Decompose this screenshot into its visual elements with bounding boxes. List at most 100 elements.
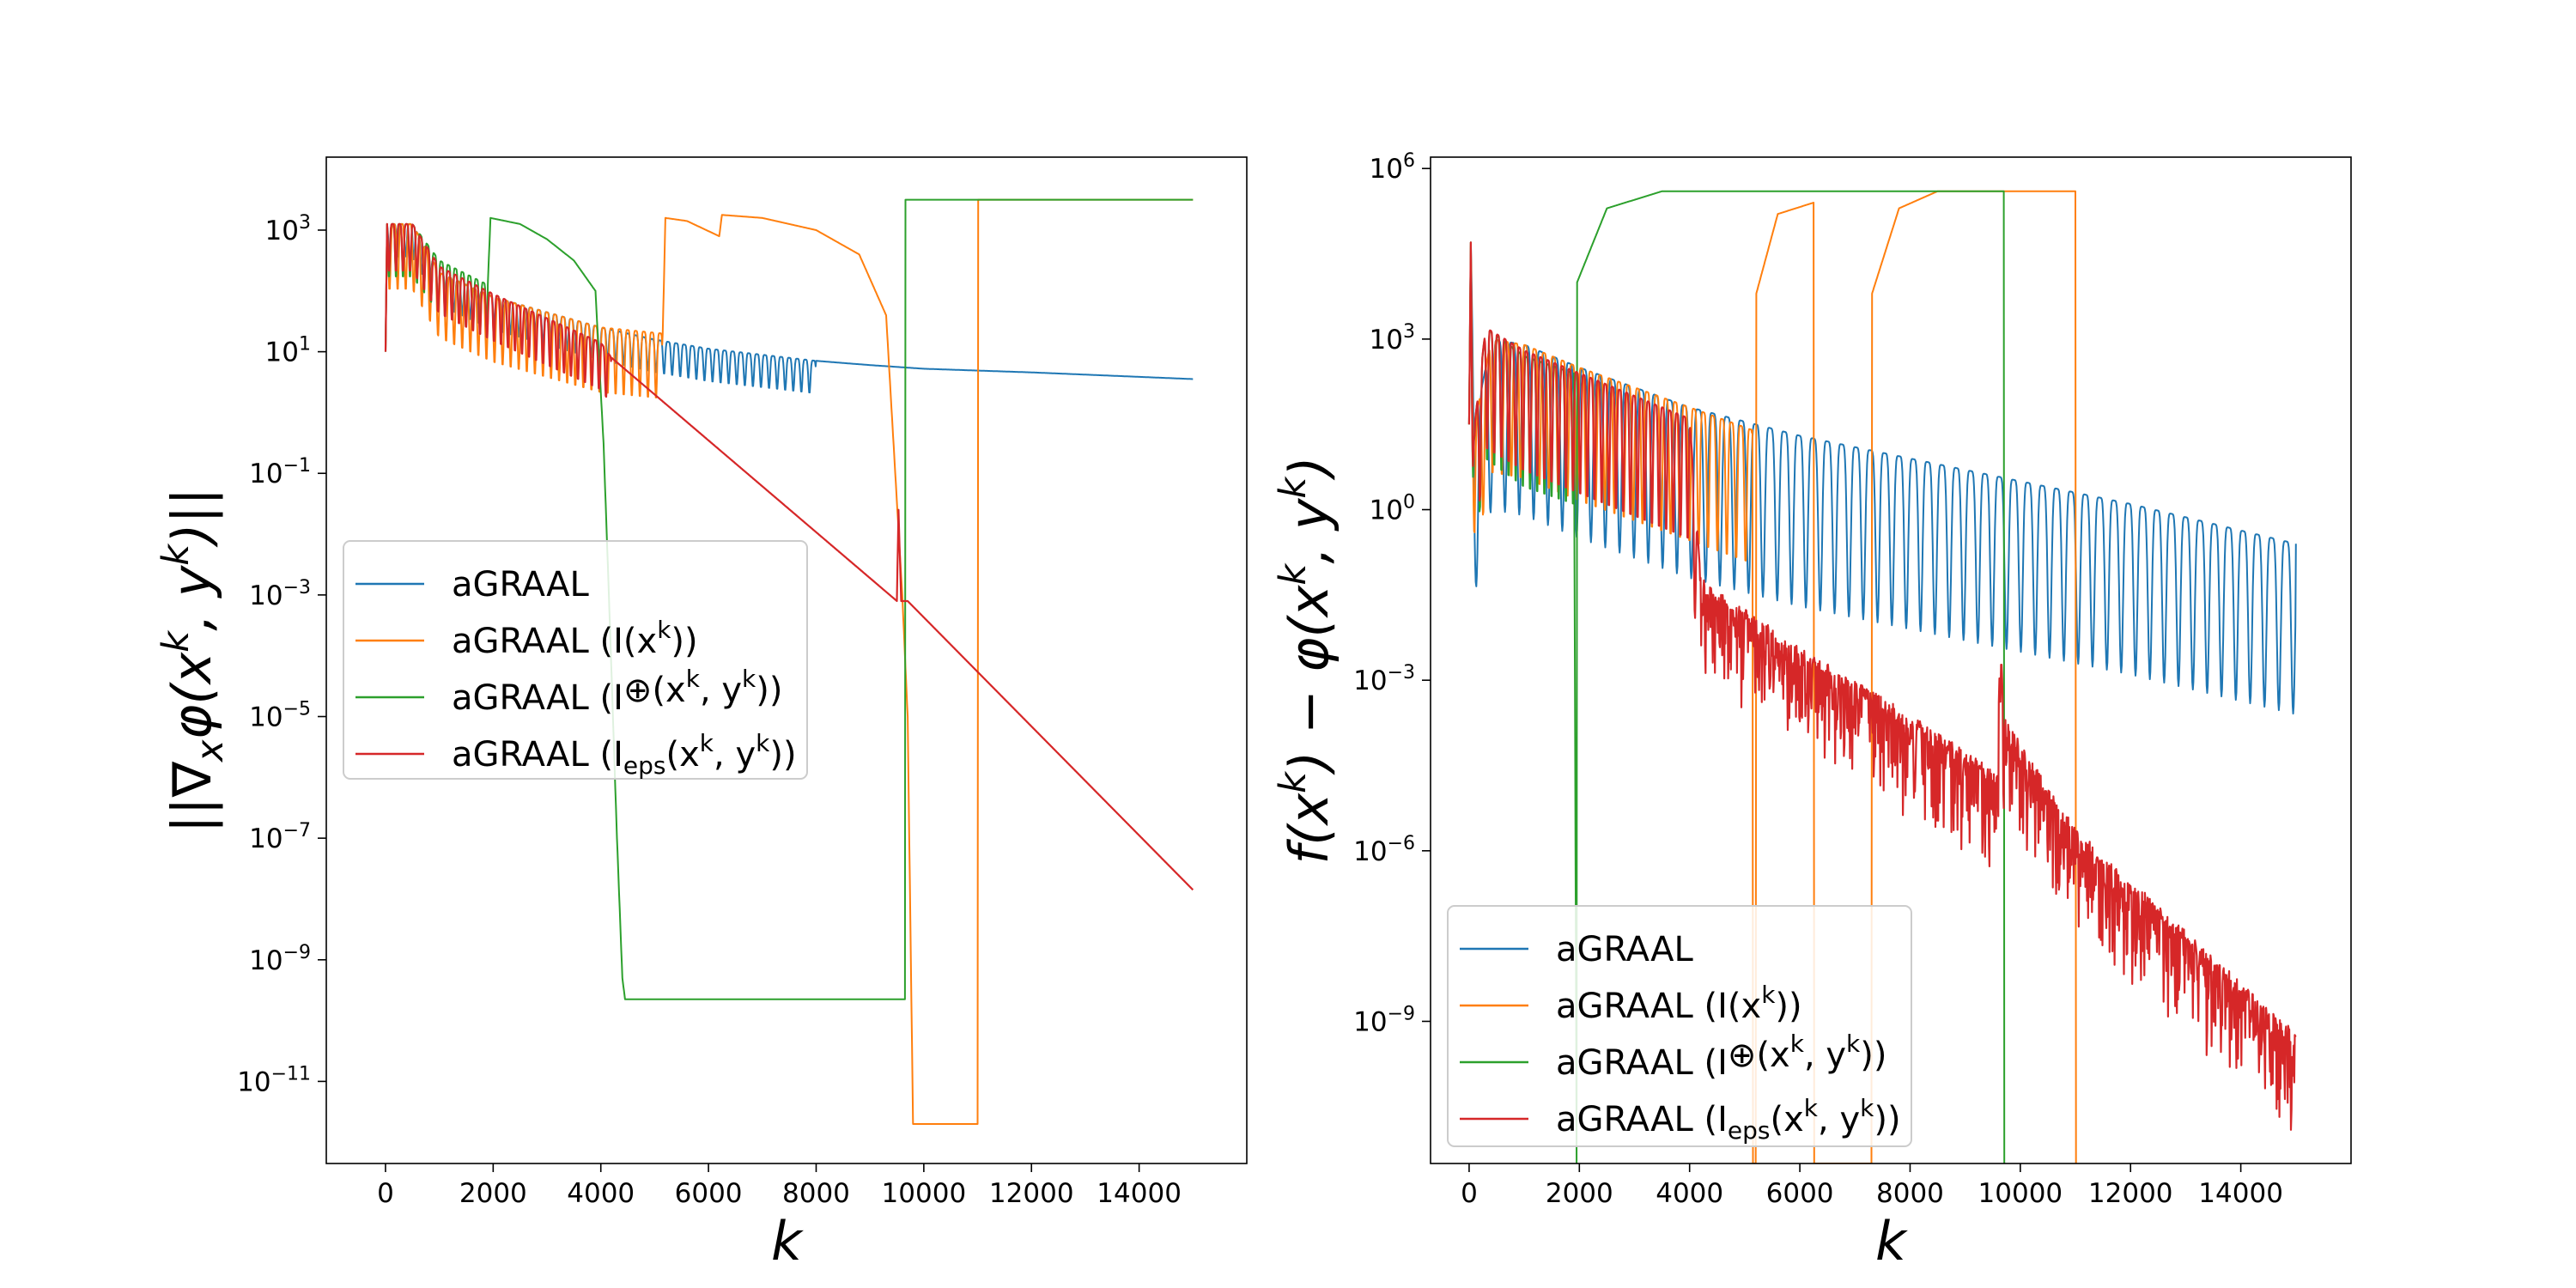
- legend-label-part-3: k: [1790, 1030, 1805, 1058]
- y-tick-label: 10−11: [237, 1063, 311, 1097]
- x-axis-label: k: [771, 1210, 804, 1273]
- legend-label-part-4: , y: [1804, 1036, 1846, 1075]
- y-tick-label-part-1: −9: [1388, 1003, 1415, 1024]
- y-tick-label: 10−9: [249, 942, 311, 976]
- y-axis-label-part-0: ||∇: [161, 761, 224, 833]
- y-tick-label-part-0: 10: [1370, 495, 1403, 526]
- y-axis-label-part-6: )||: [161, 488, 224, 548]
- x-tick-label: 12000: [989, 1178, 1074, 1209]
- legend-label: aGRAAL (I(xk)): [452, 616, 698, 661]
- y-axis-label-part-0: f(x: [1278, 793, 1340, 865]
- y-tick-label-part-1: 3: [1403, 321, 1415, 343]
- y-axis-label-part-6: ): [1278, 456, 1340, 480]
- legend-label-part-5: k: [756, 729, 770, 757]
- legend-label-part-0: aGRAAL: [1556, 930, 1694, 969]
- legend-label-part-1: eps: [623, 751, 666, 780]
- x-tick-label: 2000: [1546, 1178, 1613, 1209]
- plot-frame: [325, 156, 1248, 1164]
- y-tick-label-part-0: 10: [265, 216, 299, 246]
- x-tick-label: 10000: [1978, 1178, 2063, 1209]
- y-tick-label-part-0: 10: [249, 702, 283, 733]
- x-axis-label: k: [1875, 1210, 1908, 1273]
- legend-label-part-6: )): [769, 735, 796, 775]
- x-tick-label: 6000: [1766, 1178, 1834, 1209]
- x-tick-label: 14000: [2198, 1178, 2283, 1209]
- legend-label-part-5: k: [1846, 1030, 1861, 1058]
- legend-label-part-2: (x: [1771, 1100, 1804, 1139]
- y-tick-label-part-1: 0: [1403, 492, 1415, 513]
- y-tick-label: 10−3: [1353, 662, 1415, 696]
- legend-label-part-2: ⊕(x: [623, 671, 686, 710]
- legend-label-part-0: aGRAAL (I: [1556, 1100, 1728, 1139]
- legend-label-part-0: aGRAAL (I(x: [1556, 987, 1761, 1026]
- x-tick-label: 0: [377, 1178, 394, 1209]
- legend-label: aGRAAL (I⊕(xk, yk)): [452, 665, 782, 718]
- y-tick-label: 10−7: [249, 820, 311, 854]
- y-tick-label-part-0: 10: [265, 337, 299, 368]
- x-tick-label: 6000: [675, 1178, 743, 1209]
- y-axis-label-part-5: k: [1272, 476, 1315, 499]
- y-tick-label-part-0: 10: [249, 580, 283, 611]
- right-chart: 0 2000 4000 6000 8000 10000 12000 1400010610310…: [1272, 150, 2352, 1273]
- y-tick-label-part-0: 10: [237, 1066, 270, 1097]
- legend-box: [343, 540, 808, 780]
- y-tick-label-part-0: 10: [1353, 836, 1387, 867]
- x-tick-label: 8000: [782, 1178, 850, 1209]
- series-line-green: [385, 198, 1194, 1000]
- y-tick-label-part-0: 10: [1353, 1006, 1387, 1037]
- y-tick-label-part-0: 10: [249, 823, 283, 854]
- x-tick-label: 8000: [1876, 1178, 1944, 1209]
- legend-label-part-2: ⊕(x: [1728, 1036, 1790, 1075]
- y-tick-label-part-0: 10: [249, 459, 283, 489]
- y-axis-label-part-5: k: [155, 543, 197, 566]
- y-tick-label: 10−6: [1353, 833, 1415, 867]
- series-line-blue: [1467, 241, 2297, 715]
- y-tick-label: 100: [1370, 492, 1415, 526]
- legend-label-part-5: k: [1860, 1094, 1874, 1122]
- legend-label-part-0: aGRAAL (I(x: [452, 622, 657, 661]
- legend-label-part-1: k: [657, 616, 671, 644]
- y-axis-label-part-4: , y: [161, 564, 223, 630]
- y-tick-label: 10−9: [1353, 1003, 1415, 1037]
- y-tick-label-part-1: −1: [283, 455, 311, 477]
- y-tick-label: 103: [265, 212, 311, 246]
- y-tick-label-part-1: 6: [1403, 150, 1415, 172]
- legend-label-part-0: aGRAAL (I: [452, 678, 623, 718]
- y-tick-label-part-1: −6: [1388, 833, 1415, 854]
- y-axis-label-part-3: k: [155, 629, 197, 653]
- legend-label: aGRAAL (Ieps(xk, yk)): [452, 729, 797, 780]
- y-tick-label: 10−3: [249, 577, 311, 611]
- legend-label-part-2: )): [1775, 987, 1801, 1026]
- y-tick-label-part-1: −3: [283, 577, 311, 598]
- y-axis-label-part-4: , y: [1278, 497, 1340, 563]
- x-tick-label: 4000: [1656, 1178, 1723, 1209]
- legend-box: [1447, 905, 1912, 1147]
- y-tick-label-part-1: −9: [283, 942, 311, 963]
- legend-label-part-4: , y: [1818, 1100, 1860, 1139]
- y-axis-label-part-1: x: [189, 739, 232, 763]
- legend-label-part-0: aGRAAL: [452, 565, 590, 605]
- legend-label-part-6: )): [1874, 1100, 1900, 1139]
- legend-label-part-6: )): [1860, 1036, 1886, 1075]
- y-tick-label: 106: [1370, 150, 1415, 185]
- y-tick-label-part-1: −7: [283, 820, 311, 841]
- plot-area: [384, 198, 1194, 1125]
- legend-label-part-0: aGRAAL (I: [452, 735, 623, 775]
- x-tick-label: 10000: [882, 1178, 967, 1209]
- legend-label-part-4: , y: [700, 671, 742, 710]
- legend-label-part-1: eps: [1728, 1116, 1771, 1145]
- y-axis-label: f(xk) − φ(xk, yk): [1272, 456, 1340, 864]
- y-tick-label-part-0: 10: [1353, 665, 1387, 696]
- y-axis-label: ||∇xφ(xk, yk)||: [155, 488, 232, 833]
- legend-label-part-6: )): [756, 671, 782, 710]
- y-tick-label-part-1: 3: [299, 212, 311, 234]
- y-axis-label-part-2: φ(x: [161, 651, 223, 739]
- x-tick-label: 4000: [567, 1178, 635, 1209]
- legend-label-part-2: )): [671, 622, 697, 661]
- legend-label: aGRAAL (I(xk)): [1556, 981, 1802, 1026]
- y-axis-label-part-2: ) − φ(x: [1278, 584, 1340, 775]
- legend-label: aGRAAL (I⊕(xk, yk)): [1556, 1030, 1886, 1083]
- series-line-red: [384, 222, 1194, 891]
